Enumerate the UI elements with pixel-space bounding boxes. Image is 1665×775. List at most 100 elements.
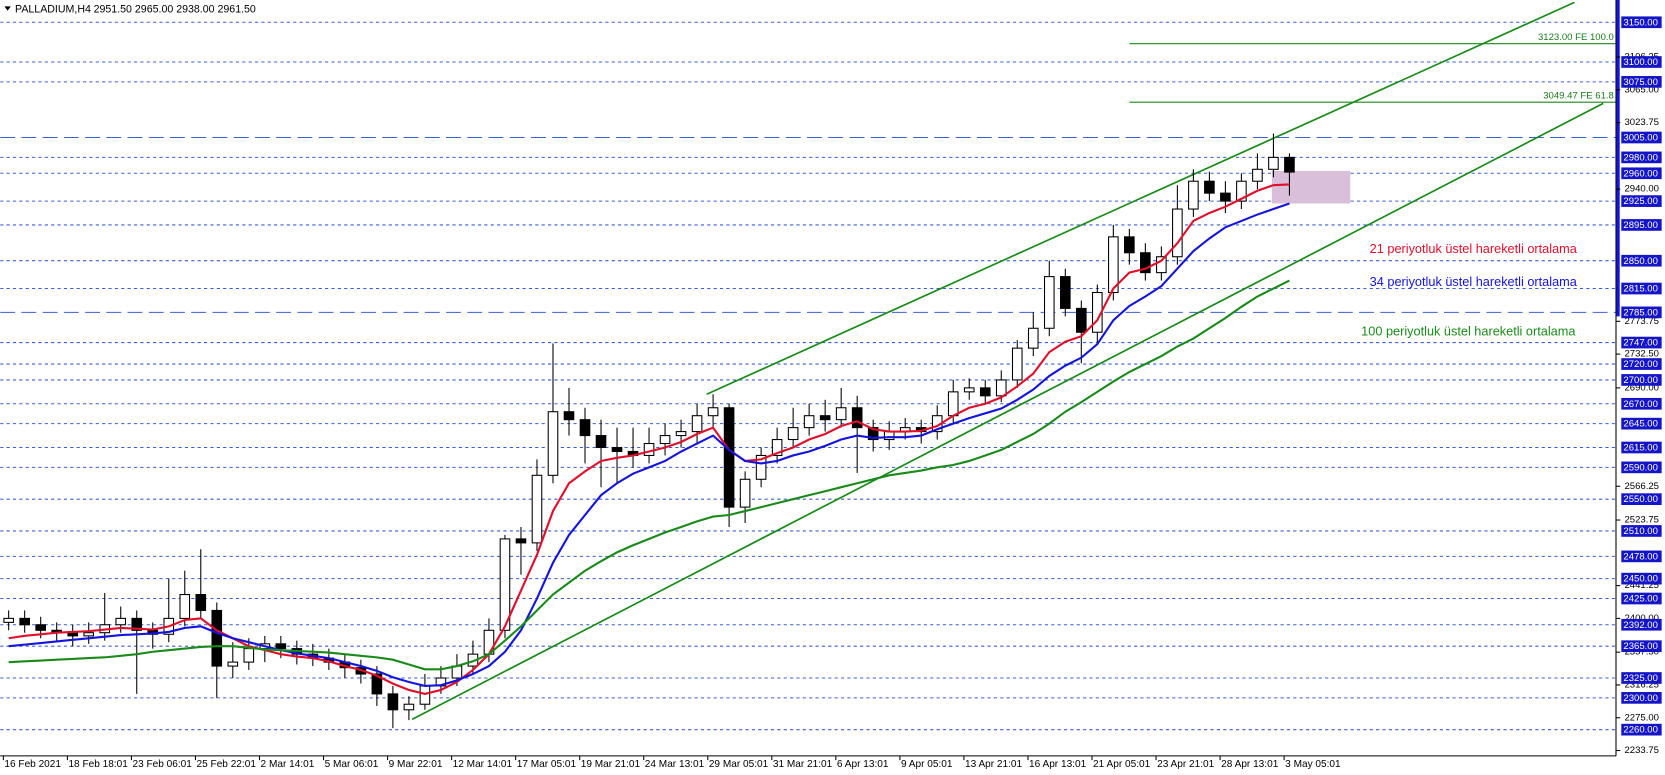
level-box <box>1621 692 1662 704</box>
level-label: 2925.00 <box>1623 196 1658 207</box>
level-label: 2895.00 <box>1623 220 1658 231</box>
y-tick-label: 2400.00 <box>1624 613 1659 624</box>
level-box <box>1621 461 1662 474</box>
candle-body <box>643 442 655 456</box>
candle-body <box>1220 192 1231 202</box>
y-tick-label: 2773.75 <box>1624 316 1659 327</box>
x-tick-label: 23 Apr 21:01 <box>1157 759 1215 770</box>
x-tick-label: 13 Apr 21:01 <box>965 759 1023 770</box>
candle-body <box>739 478 751 508</box>
candle-body <box>963 387 975 393</box>
x-tick-label: 29 Mar 05:01 <box>709 759 769 770</box>
level-label: 2785.00 <box>1623 307 1658 318</box>
x-tick-label: 5 Mar 06:01 <box>325 759 379 770</box>
level-box <box>1621 525 1662 537</box>
level-label: 3075.00 <box>1623 77 1658 88</box>
x-tick-label: 28 Apr 13:01 <box>1221 759 1279 770</box>
candle-body <box>1059 276 1071 309</box>
level-label: 2260.00 <box>1623 725 1658 736</box>
x-tick-label: 25 Feb 22:01 <box>197 759 257 770</box>
candle-body <box>659 435 671 445</box>
plot-area: 3123.00 FE 100.0 3049.47 FE 61.8 <box>0 1 1616 731</box>
candle-body <box>195 594 207 611</box>
level-box <box>1621 16 1662 29</box>
candle-body <box>851 407 863 429</box>
level-box <box>1621 131 1662 144</box>
symbol: PALLADIUM,H4 <box>15 3 91 15</box>
candle-body <box>515 538 527 544</box>
menu-arrow[interactable] <box>4 6 11 11</box>
x-tick-label: 23 Feb 06:01 <box>132 759 192 770</box>
level-box <box>1621 592 1662 605</box>
level-label: 2670.00 <box>1623 399 1658 410</box>
level-box <box>1621 640 1662 653</box>
time-axis: 16 Feb 2021 18 Feb 18:01 23 Feb 06:01 25 Fe… <box>2 755 1341 770</box>
y-tick-label: 2441.25 <box>1624 580 1659 591</box>
level-label: 2960.00 <box>1623 168 1658 179</box>
level-box <box>1621 167 1662 180</box>
candle-body <box>35 624 46 631</box>
candle-body <box>1140 252 1151 274</box>
moving-average <box>8 279 1290 671</box>
level-label: 2720.00 <box>1623 359 1658 370</box>
candle-body <box>723 407 735 508</box>
candle-body <box>547 411 559 476</box>
ma-label: 21 periyotluk üstel hareketli ortalama <box>1370 241 1578 256</box>
ma-label: 34 periyotluk üstel hareketli ortalama <box>1370 274 1578 289</box>
y-tick-label: 2940.00 <box>1624 184 1659 195</box>
level-box <box>1621 572 1662 585</box>
y-tick-label: 2690.00 <box>1624 382 1659 393</box>
level-box <box>1621 723 1662 736</box>
candle-body <box>387 693 399 711</box>
level-label: 2645.00 <box>1623 419 1658 430</box>
candle-body <box>1027 327 1039 349</box>
level-box <box>1621 672 1662 684</box>
fib-label: 3123.00 FE 100.0 <box>1538 32 1614 43</box>
x-tick-label: 16 Feb 2021 <box>4 759 61 770</box>
quote: 2951.50 2965.00 2938.00 2961.50 <box>94 3 256 15</box>
candle-body <box>819 415 831 421</box>
candle-body <box>771 439 783 456</box>
candle-body <box>1172 208 1183 258</box>
candle-body <box>131 617 143 631</box>
level-box <box>1621 441 1662 454</box>
x-tick-label: 24 Mar 13:01 <box>645 759 705 770</box>
level-box <box>1621 306 1662 319</box>
level-label: 2365.00 <box>1623 641 1658 652</box>
level-box <box>1621 195 1662 207</box>
level-box <box>1621 219 1662 231</box>
level-box <box>1621 374 1662 386</box>
zone <box>1271 170 1351 204</box>
candle-body <box>275 643 287 650</box>
candle-body <box>499 538 511 631</box>
x-tick-label: 9 Mar 22:01 <box>389 759 443 770</box>
level-box <box>1621 282 1662 295</box>
candle-body <box>835 407 847 421</box>
candle-body <box>1252 168 1263 182</box>
level-box <box>1621 358 1662 370</box>
x-tick-label: 17 Mar 05:01 <box>517 759 577 770</box>
level-label: 2550.00 <box>1623 494 1658 505</box>
candle-body <box>1156 256 1167 274</box>
level-label: 2747.00 <box>1623 338 1658 349</box>
candle-body <box>227 661 239 667</box>
level-label: 2392.00 <box>1623 620 1658 631</box>
y-tick-label: 2316.25 <box>1624 679 1659 690</box>
x-tick-label: 16 Apr 13:01 <box>1029 759 1087 770</box>
candle-body <box>1284 156 1295 173</box>
candle-body <box>867 427 879 441</box>
candle-body <box>579 419 591 437</box>
candle-body <box>419 685 431 705</box>
y-tick-label: 3065.00 <box>1624 84 1659 95</box>
candle-body <box>675 431 687 437</box>
level-label: 2450.00 <box>1623 574 1658 585</box>
moving-average <box>8 202 1290 687</box>
level-label: 2815.00 <box>1623 284 1658 295</box>
level-box <box>1621 493 1662 505</box>
x-tick-label: 18 Feb 18:01 <box>68 759 128 770</box>
candle-body <box>211 609 223 667</box>
candle-body <box>1124 236 1135 254</box>
candle-body <box>787 427 799 441</box>
candle-body <box>995 379 1007 397</box>
x-tick-label: 6 Apr 13:01 <box>837 759 889 770</box>
